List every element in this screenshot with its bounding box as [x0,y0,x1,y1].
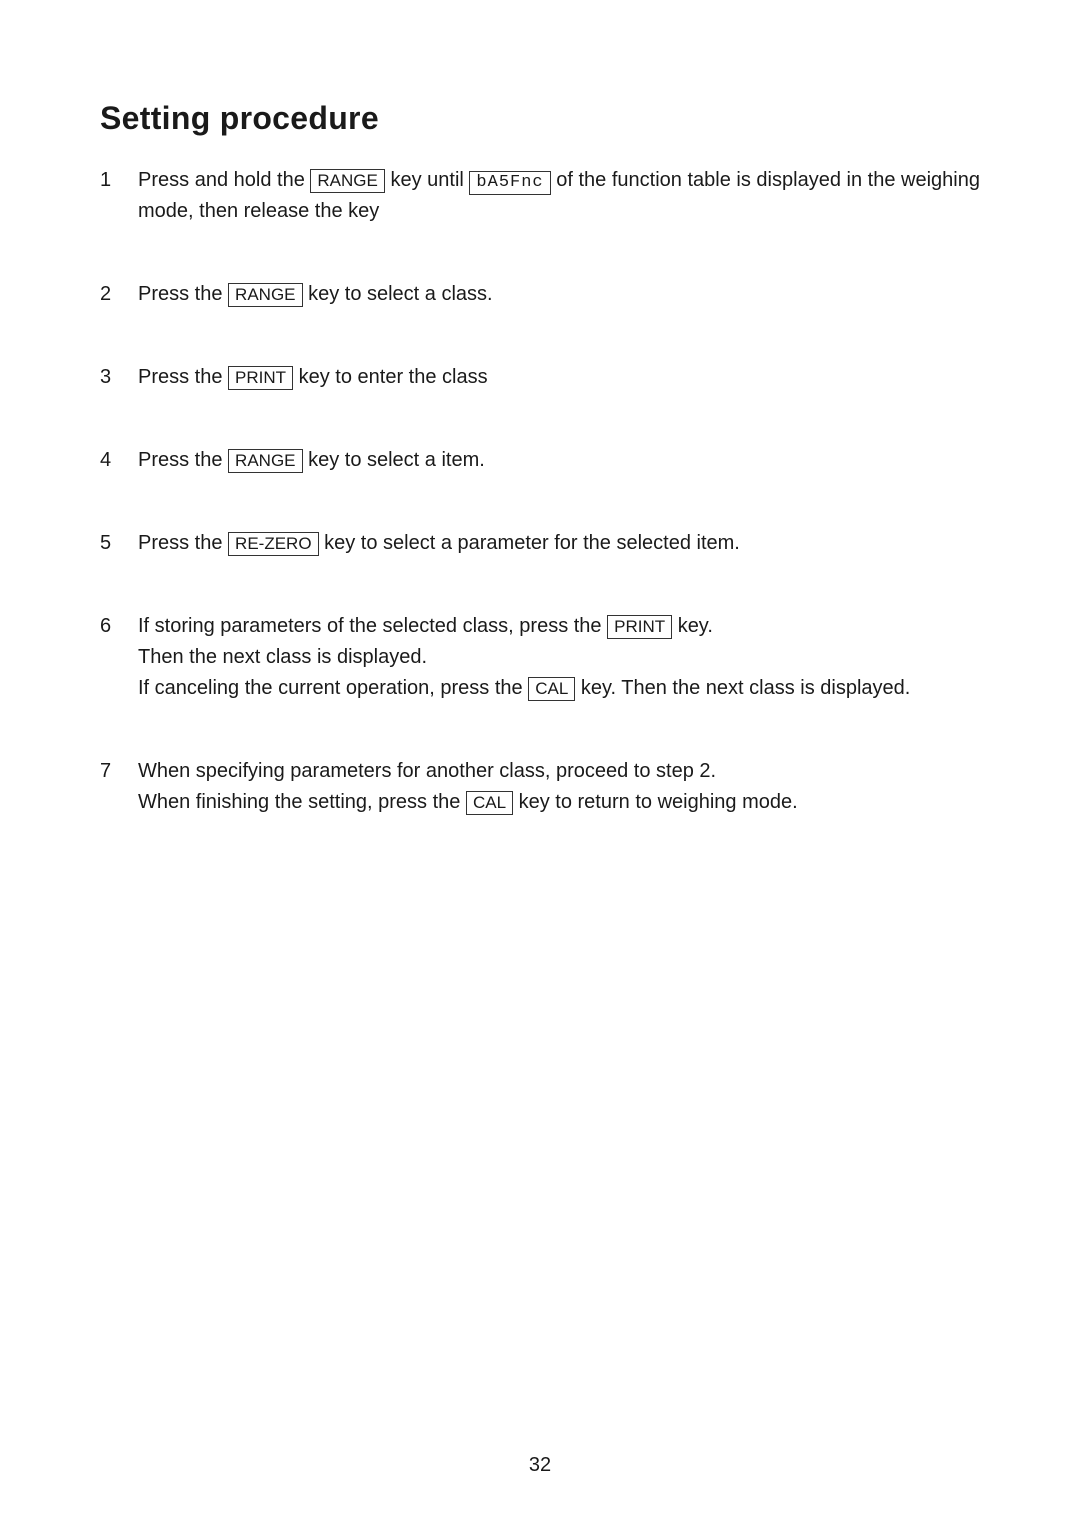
step-number: 7 [100,756,138,818]
step-text: If canceling the current operation, pres… [138,677,528,699]
step-body: When specifying parameters for another c… [138,756,980,818]
page-number: 32 [0,1454,1080,1477]
step-text: Press the [138,532,228,554]
step-text: key to enter the class [299,366,488,388]
step-5: 5 Press the RE-ZERO key to select a para… [100,528,980,559]
step-number: 2 [100,279,138,310]
print-key: PRINT [228,366,293,390]
step-text: key to select a class. [308,283,493,305]
segment-display-basfnc: bA5Fnc [469,171,550,195]
step-text: Press the [138,449,228,471]
step-text: Press the [138,283,228,305]
cal-key: CAL [466,791,513,815]
step-3: 3 Press the PRINT key to enter the class [100,362,980,393]
step-text: key. Then the next class is displayed. [581,677,910,699]
step-text: key. [678,615,713,637]
page-heading: Setting procedure [100,100,980,137]
step-number: 4 [100,445,138,476]
step-text: key until [390,169,469,191]
step-text: Press the [138,366,228,388]
step-body: If storing parameters of the selected cl… [138,611,980,704]
step-text: If storing parameters of the selected cl… [138,615,607,637]
step-1: 1 Press and hold the RANGE key until bA5… [100,165,980,227]
step-body: Press the RANGE key to select a class. [138,279,980,310]
range-key: RANGE [310,169,384,193]
step-text: When specifying parameters for another c… [138,756,980,787]
step-number: 6 [100,611,138,704]
step-body: Press and hold the RANGE key until bA5Fn… [138,165,980,227]
step-number: 5 [100,528,138,559]
step-number: 1 [100,165,138,227]
step-text: key to select a item. [308,449,485,471]
step-6: 6 If storing parameters of the selected … [100,611,980,704]
step-text: Then the next class is displayed. [138,642,980,673]
step-number: 3 [100,362,138,393]
step-text: Press and hold the [138,169,310,191]
rezero-key: RE-ZERO [228,532,319,556]
print-key: PRINT [607,615,672,639]
step-text: key to select a parameter for the select… [324,532,740,554]
step-body: Press the RANGE key to select a item. [138,445,980,476]
step-4: 4 Press the RANGE key to select a item. [100,445,980,476]
step-2: 2 Press the RANGE key to select a class. [100,279,980,310]
step-7: 7 When specifying parameters for another… [100,756,980,818]
step-text: key to return to weighing mode. [519,791,798,813]
range-key: RANGE [228,449,302,473]
range-key: RANGE [228,283,302,307]
step-text: When finishing the setting, press the [138,791,466,813]
step-body: Press the RE-ZERO key to select a parame… [138,528,980,559]
cal-key: CAL [528,677,575,701]
step-body: Press the PRINT key to enter the class [138,362,980,393]
